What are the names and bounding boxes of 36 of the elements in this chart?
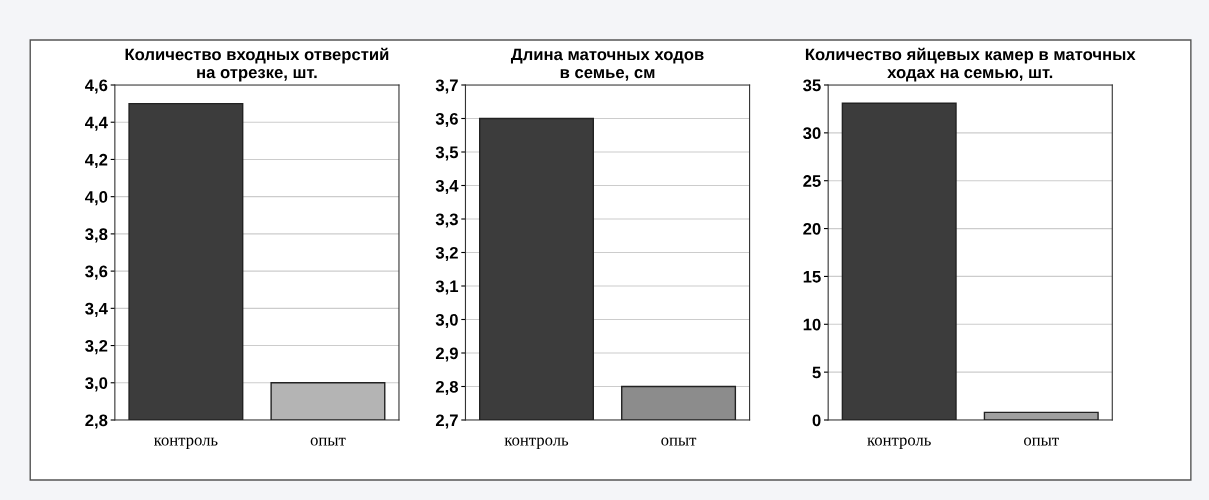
y-tick-label: 3,4	[435, 179, 459, 195]
y-tick-label: 3,5	[435, 146, 459, 161]
x-tick-label: опыт	[1024, 437, 1059, 446]
y-tick-label: 15	[803, 271, 821, 283]
y-tick-label: 30	[803, 127, 821, 140]
y-tick-label: 2,8	[435, 380, 459, 396]
x-tick-label: опыт	[661, 437, 697, 446]
x-tick-label: контроль	[867, 437, 931, 449]
y-tick-label: 3,3	[435, 213, 458, 228]
y-tick-label: 3,2	[435, 246, 458, 262]
y-tick-label: 3,7	[435, 79, 458, 94]
y-tick-label: 20	[803, 222, 821, 235]
y-tick-label: 3,6	[85, 265, 108, 280]
x-tick-label: контроль	[154, 437, 218, 449]
y-tick-label: 4,0	[85, 191, 108, 206]
y-tick-label: 5	[812, 366, 821, 379]
y-tick-label: 2,7	[435, 414, 458, 429]
chart-title: Количество входных отверстий на отрезке, шт.	[125, 47, 389, 82]
y-tick-label: 3,1	[435, 280, 459, 295]
y-tick-label: 2,9	[435, 347, 458, 362]
y-tick-label: 0	[812, 414, 821, 427]
y-tick-label: 3,4	[85, 302, 108, 317]
y-tick-label: 3,2	[85, 339, 108, 355]
y-tick-label: 4,4	[85, 116, 108, 131]
y-tick-label: 3,8	[85, 228, 108, 243]
y-tick-label: 3,6	[435, 112, 458, 128]
y-tick-label: 3,0	[85, 377, 108, 392]
x-tick-label: контроль	[504, 437, 569, 449]
y-tick-label: 25	[803, 175, 821, 187]
y-tick-label: 4,2	[85, 153, 108, 169]
chart-title: Длина маточных ходов в семье, см	[510, 48, 704, 81]
y-tick-label: 3,0	[435, 313, 458, 329]
y-tick-label: 10	[803, 318, 821, 331]
x-tick-label: опыт	[310, 437, 346, 446]
y-tick-label: 2,8	[85, 414, 108, 429]
y-tick-label: 4,6	[85, 79, 108, 94]
